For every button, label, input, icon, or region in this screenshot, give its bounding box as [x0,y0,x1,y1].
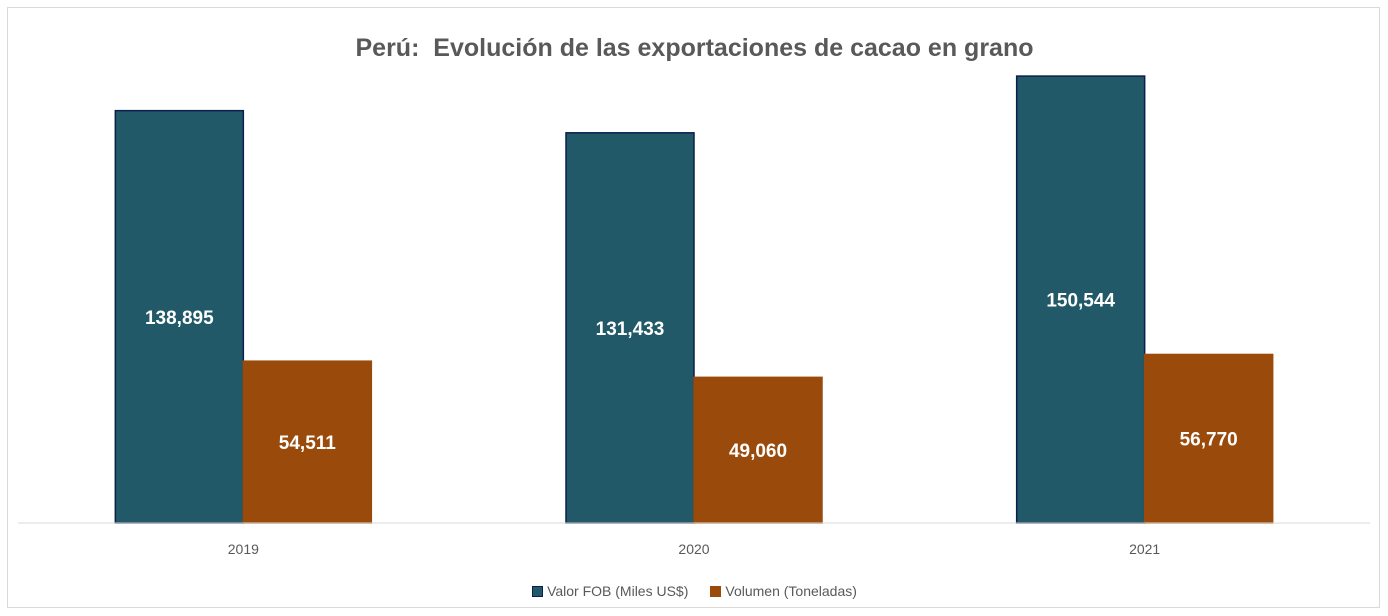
data-label-volumen-2020: 49,060 [729,441,787,462]
bar-valor-fob-2020 [565,132,695,524]
legend-label-valor-fob: Valor FOB (Miles US$) [547,583,689,599]
legend-item-valor-fob: Valor FOB (Miles US$) [532,583,688,599]
bar-volumen-2020 [693,376,823,524]
legend-label-volumen: Volumen (Toneladas) [725,583,857,599]
chart-plot-area: 138,895 54,511 2019 131,433 49,060 2020 150,54… [18,75,1370,557]
bar-volumen-2021 [1143,353,1274,524]
data-label-volumen-2019: 54,511 [279,433,336,454]
data-label-volumen-2021: 56,770 [1180,430,1238,451]
legend-swatch-valor-fob [532,585,544,597]
x-tick-label-2019: 2019 [228,541,259,557]
bar-volumen-2019 [242,360,373,524]
data-label-valor-fob-2019: 138,895 [145,308,214,329]
chart-legend: Valor FOB (Miles US$) Volumen (Toneladas… [8,583,1381,599]
legend-item-volumen: Volumen (Toneladas) [710,583,857,599]
data-label-valor-fob-2021: 150,544 [1046,291,1115,312]
legend-swatch-volumen [710,585,722,597]
chart-frame: Perú: Evolución de las exportaciones de … [7,7,1380,608]
x-tick-label-2021: 2021 [1129,541,1160,557]
x-tick-label-2020: 2020 [678,541,709,557]
bar-valor-fob-2019 [114,109,245,524]
bar-valor-fob-2021 [1015,75,1146,524]
chart-title: Perú: Evolución de las exportaciones de … [355,34,1034,62]
data-label-valor-fob-2020: 131,433 [596,319,665,340]
